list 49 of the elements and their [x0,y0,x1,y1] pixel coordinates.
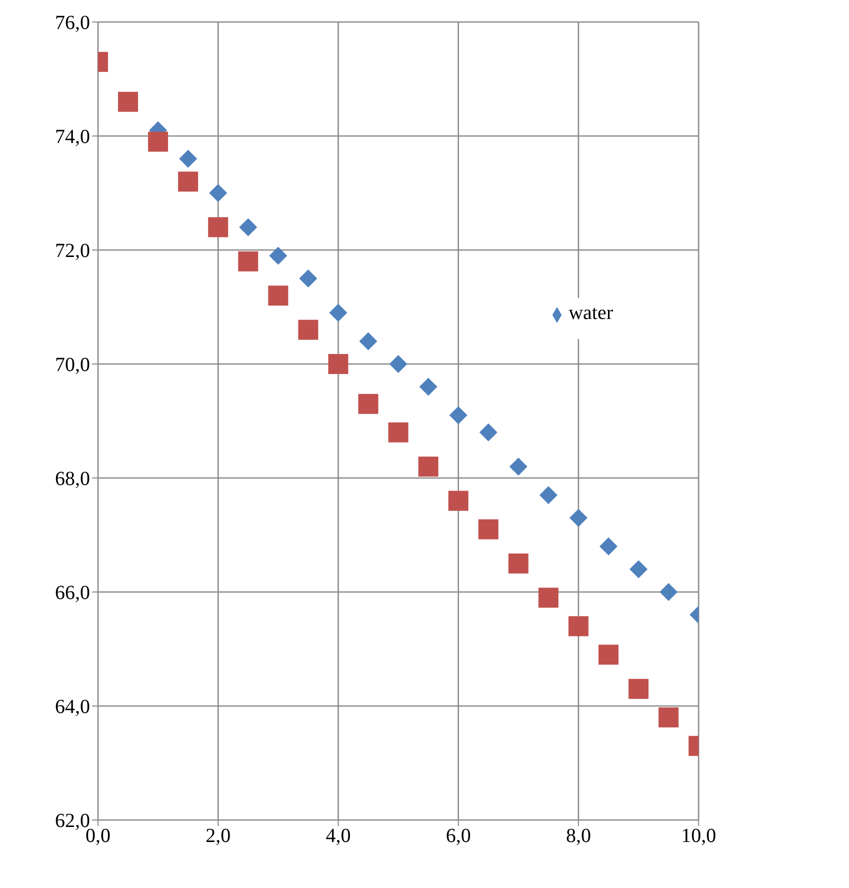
x-tick-label: 4,0 [326,825,351,848]
point [568,616,588,636]
point [178,172,198,192]
point [660,583,678,601]
point [630,560,648,578]
y-tick-label: 72,0 [55,240,90,262]
point [449,406,468,424]
point [539,486,558,504]
point [328,354,348,374]
y-tick-label: 66,0 [55,582,90,604]
y-tick-label: 74,0 [55,126,90,148]
legend-label: water [568,302,613,324]
point [329,304,348,322]
point [598,644,618,665]
point [508,554,528,574]
y-tick-label: 68,0 [55,468,90,490]
point [658,707,679,728]
point [238,251,258,272]
point [268,286,288,306]
point [358,394,378,414]
y-tick-label: 70,0 [55,354,90,376]
y-tick-label: 64,0 [55,696,90,718]
x-tick-label: 8,0 [566,825,591,848]
point [298,320,318,340]
point [359,332,378,350]
point [419,378,438,396]
point [448,490,468,511]
point [479,423,498,442]
x-tick-label: 10,0 [681,825,716,848]
point [509,458,528,476]
point [478,519,498,540]
point [209,184,228,202]
point [538,588,558,608]
point [118,92,138,112]
x-tick-label: 6,0 [446,825,471,848]
point [628,678,649,699]
point [299,270,318,288]
point [239,218,258,236]
point [269,246,288,265]
point [569,508,588,527]
x-tick-label: 2,0 [206,825,231,848]
point [208,217,228,238]
point [179,150,198,168]
point [388,422,408,442]
y-tick-label: 76,0 [55,12,90,34]
point [389,355,408,373]
point [599,537,618,556]
point [418,456,438,477]
point [148,132,168,152]
